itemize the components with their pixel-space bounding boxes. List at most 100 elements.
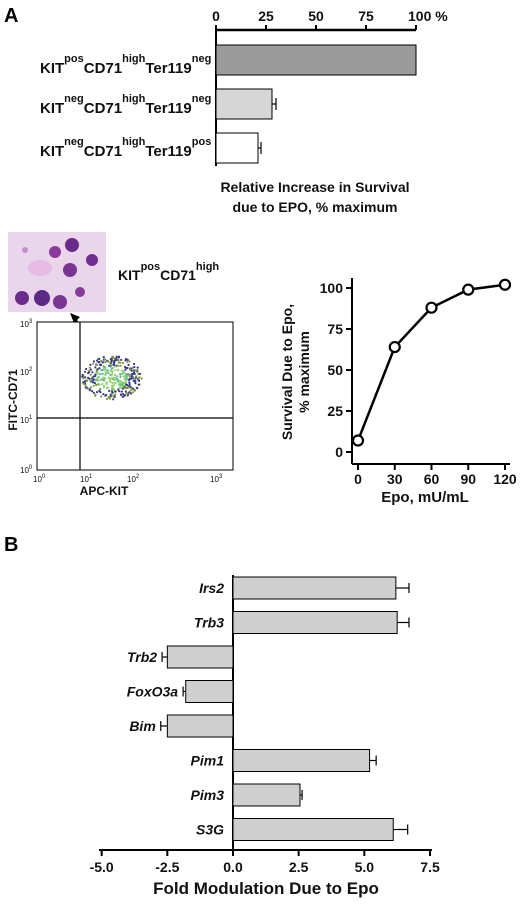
flow-event-dot (138, 376, 141, 379)
flow-event-dot (98, 357, 101, 361)
flow-event-dot (126, 383, 129, 387)
flow-event-dot (127, 386, 130, 389)
panel-b-gene-label: S3G (196, 822, 224, 838)
flow-event-dot (126, 360, 129, 363)
dose-response-point (462, 283, 475, 296)
micrograph-image (8, 232, 106, 356)
flow-event-dot (107, 360, 110, 363)
flow-event-dot (119, 380, 122, 383)
flow-event-dot (81, 375, 84, 378)
flow-event-dot (117, 355, 121, 358)
dose-response-point (388, 340, 401, 354)
flow-ytick-label: 100 (20, 465, 33, 475)
dose-response-xtick-label: 0 (354, 471, 362, 487)
flow-event-dot (122, 372, 125, 375)
flow-ytick-label: 101 (20, 415, 33, 425)
flow-event-dot (109, 361, 112, 364)
flow-event-dot (111, 381, 114, 385)
flow-event-dot (91, 390, 94, 393)
flow-cytometry-plot (36, 321, 234, 471)
flow-event-dot (95, 363, 98, 366)
flow-event-dot (118, 386, 121, 390)
flow-event-dot (117, 379, 120, 382)
flow-event-dot (129, 368, 132, 371)
flow-event-dot (124, 372, 127, 375)
flow-event-dot (120, 369, 123, 372)
flow-event-dot (97, 379, 100, 382)
panel-b-gene-label: Trb3 (194, 615, 224, 631)
flow-event-dot (104, 373, 107, 377)
flow-event-dot (112, 395, 115, 398)
flow-event-dot (92, 384, 95, 387)
flow-scatter-cloud (81, 355, 143, 401)
flow-event-dot (110, 359, 113, 362)
flow-event-dot (134, 369, 137, 372)
panel-b-gene-label: Trb2 (127, 649, 157, 665)
panel-b-bar (232, 749, 371, 772)
flow-event-dot (85, 367, 88, 371)
flow-event-dot (119, 373, 122, 376)
flow-event-dot (115, 356, 118, 359)
flow-event-dot (102, 356, 105, 359)
flow-event-dot (133, 366, 136, 369)
dose-response-xtick-label: 60 (424, 471, 440, 487)
panel-b-gene-label: Pim3 (191, 787, 225, 803)
panel-b-xtick-label: 0.0 (223, 859, 243, 875)
flow-event-dot (133, 378, 136, 381)
flow-event-dot (117, 368, 120, 371)
dose-response-ylabel-line2: % maximum (296, 331, 312, 413)
dose-response-ytick-label: 0 (335, 444, 343, 460)
flow-event-dot (112, 384, 115, 387)
flow-event-dot (92, 391, 95, 394)
flow-event-dot (106, 369, 110, 372)
dose-response-yticks: 0 25 50 75 100 (320, 280, 352, 460)
micrograph-label: KITposCD71high (118, 261, 219, 283)
flow-event-dot (119, 393, 123, 396)
flow-event-dot (110, 389, 114, 392)
flow-event-dot (100, 360, 103, 363)
flow-event-dot (138, 372, 141, 375)
flow-event-dot (103, 384, 106, 387)
flow-event-dot (85, 379, 88, 382)
panel-b-xlabel: Fold Modulation Due to Epo (153, 879, 379, 898)
flow-event-dot (126, 393, 130, 396)
flow-event-dot (96, 368, 99, 371)
dose-response-xlabel: Epo, mU/mL (381, 489, 469, 506)
flow-event-dot (105, 381, 108, 384)
panel-b-xticks: -5.0 -2.5 0.0 2.5 5.0 7.5 (90, 850, 440, 875)
panel-a-bar (215, 132, 259, 164)
flow-event-dot (109, 373, 112, 377)
flow-event-dot (128, 375, 132, 378)
flow-event-dot (98, 367, 101, 370)
flow-event-dot (130, 369, 133, 372)
flow-event-dot (105, 397, 108, 401)
flow-event-dot (134, 380, 137, 384)
flow-event-dot (81, 373, 84, 376)
flow-event-dot (126, 373, 129, 376)
flow-event-dot (100, 369, 104, 372)
flow-event-dot (132, 371, 136, 374)
flow-event-dot (108, 380, 111, 383)
flow-event-dot (94, 366, 97, 369)
panel-b-bars (160, 576, 410, 841)
flow-event-dot (109, 378, 112, 381)
flow-event-dot (120, 358, 123, 361)
flow-event-dot (131, 375, 134, 378)
flow-event-dot (136, 387, 139, 390)
panel-a-xticks: 0 25 50 75 100 % (212, 8, 448, 30)
flow-event-dot (89, 379, 92, 382)
flow-event-dot (91, 371, 94, 374)
flow-event-dot (112, 361, 115, 364)
flow-event-dot (118, 384, 121, 387)
panel-b-bar (232, 783, 301, 807)
flow-event-dot (88, 388, 91, 391)
flow-event-dot (110, 367, 113, 370)
flow-event-dot (120, 390, 123, 393)
flow-event-dot (87, 369, 90, 372)
flow-xticks: 100 101 102 103 (33, 474, 223, 484)
flow-event-dot (113, 360, 116, 363)
panel-b-bar (232, 818, 394, 841)
flow-event-dot (92, 375, 95, 378)
flow-event-dot (119, 375, 122, 378)
